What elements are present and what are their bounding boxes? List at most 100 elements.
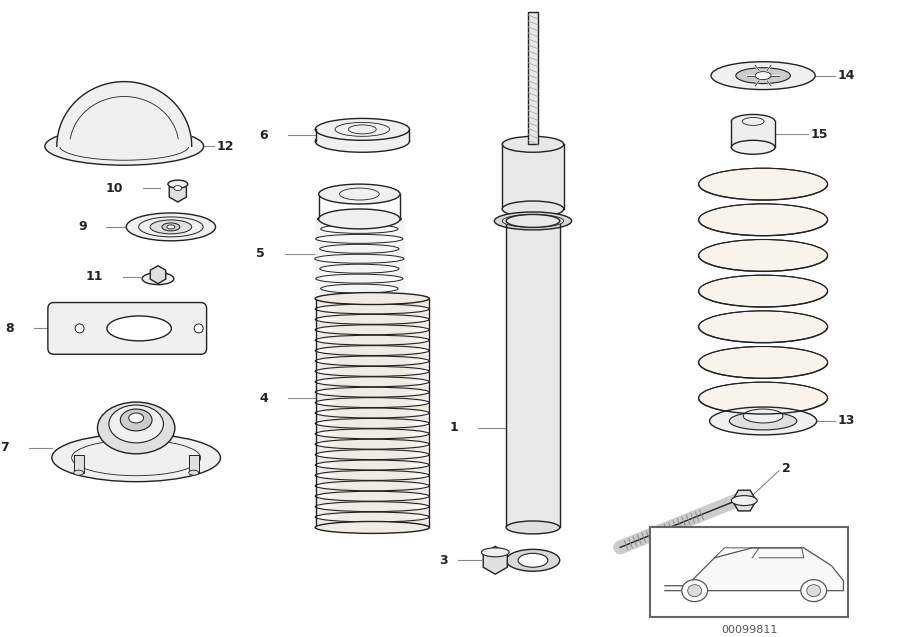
Ellipse shape <box>109 405 164 443</box>
Bar <box>518 216 529 226</box>
Ellipse shape <box>698 168 828 200</box>
Ellipse shape <box>315 516 429 529</box>
Ellipse shape <box>189 470 199 475</box>
Ellipse shape <box>315 318 429 331</box>
Ellipse shape <box>482 548 509 557</box>
FancyBboxPatch shape <box>48 303 207 354</box>
Ellipse shape <box>315 522 429 533</box>
Ellipse shape <box>801 580 826 601</box>
Ellipse shape <box>129 413 144 423</box>
Ellipse shape <box>45 127 203 165</box>
Ellipse shape <box>315 118 410 140</box>
Ellipse shape <box>315 297 429 310</box>
Bar <box>732 122 775 147</box>
Ellipse shape <box>315 464 429 476</box>
Ellipse shape <box>502 215 563 227</box>
Ellipse shape <box>315 308 429 320</box>
Ellipse shape <box>806 585 821 597</box>
Text: 13: 13 <box>838 415 855 427</box>
Ellipse shape <box>315 339 429 352</box>
Ellipse shape <box>755 71 771 80</box>
Polygon shape <box>315 219 321 299</box>
Bar <box>189 455 199 473</box>
Text: 00099811: 00099811 <box>721 625 778 635</box>
Text: 12: 12 <box>217 140 234 153</box>
Ellipse shape <box>315 131 410 152</box>
Ellipse shape <box>698 275 828 307</box>
Text: 3: 3 <box>439 554 447 567</box>
Bar <box>528 12 538 145</box>
Text: 10: 10 <box>106 182 123 194</box>
Text: 2: 2 <box>782 462 791 475</box>
Ellipse shape <box>315 485 429 497</box>
Ellipse shape <box>315 329 429 341</box>
Ellipse shape <box>316 229 403 240</box>
Ellipse shape <box>315 381 429 393</box>
Ellipse shape <box>315 475 429 487</box>
Text: 1: 1 <box>450 422 459 434</box>
Ellipse shape <box>709 407 816 435</box>
Text: 9: 9 <box>78 220 86 233</box>
Text: 11: 11 <box>86 270 104 283</box>
Polygon shape <box>733 490 756 511</box>
Text: 6: 6 <box>259 129 268 142</box>
Text: 15: 15 <box>811 128 828 141</box>
Ellipse shape <box>732 115 775 129</box>
Ellipse shape <box>315 391 429 404</box>
Ellipse shape <box>494 212 572 230</box>
Ellipse shape <box>166 225 175 229</box>
Ellipse shape <box>319 184 400 204</box>
Ellipse shape <box>698 204 828 236</box>
Text: 7: 7 <box>0 441 9 454</box>
Ellipse shape <box>320 238 399 249</box>
Ellipse shape <box>315 454 429 466</box>
Ellipse shape <box>315 248 404 259</box>
Bar <box>502 145 563 209</box>
Text: 14: 14 <box>838 69 855 82</box>
Ellipse shape <box>315 292 429 304</box>
Ellipse shape <box>736 68 790 83</box>
Ellipse shape <box>506 521 560 534</box>
Polygon shape <box>150 266 166 283</box>
Ellipse shape <box>142 273 174 285</box>
Ellipse shape <box>168 180 188 188</box>
Text: 5: 5 <box>256 247 266 261</box>
Ellipse shape <box>320 258 399 269</box>
Polygon shape <box>169 182 186 202</box>
Ellipse shape <box>502 136 563 152</box>
Ellipse shape <box>682 580 707 601</box>
Bar <box>537 216 549 226</box>
Ellipse shape <box>732 496 757 506</box>
Ellipse shape <box>315 422 429 435</box>
Ellipse shape <box>150 220 192 234</box>
Ellipse shape <box>107 316 171 341</box>
Ellipse shape <box>320 278 398 289</box>
Ellipse shape <box>502 201 563 217</box>
Ellipse shape <box>698 382 828 414</box>
Ellipse shape <box>518 554 548 568</box>
Text: 4: 4 <box>259 392 268 404</box>
Bar <box>650 527 849 617</box>
Ellipse shape <box>194 324 203 333</box>
Bar <box>506 221 560 527</box>
Polygon shape <box>483 547 508 574</box>
Ellipse shape <box>315 433 429 445</box>
Ellipse shape <box>729 412 796 430</box>
Ellipse shape <box>506 549 560 571</box>
Ellipse shape <box>315 412 429 424</box>
Bar <box>316 129 409 141</box>
Ellipse shape <box>126 213 215 241</box>
Ellipse shape <box>315 443 429 455</box>
Ellipse shape <box>698 311 828 343</box>
Ellipse shape <box>315 401 429 414</box>
Ellipse shape <box>320 218 398 229</box>
Ellipse shape <box>698 347 828 378</box>
Ellipse shape <box>74 470 84 475</box>
Bar <box>74 455 84 473</box>
Ellipse shape <box>743 409 783 423</box>
Ellipse shape <box>76 324 84 333</box>
Ellipse shape <box>162 223 180 231</box>
Ellipse shape <box>315 495 429 508</box>
Ellipse shape <box>174 185 182 190</box>
Ellipse shape <box>319 209 400 229</box>
